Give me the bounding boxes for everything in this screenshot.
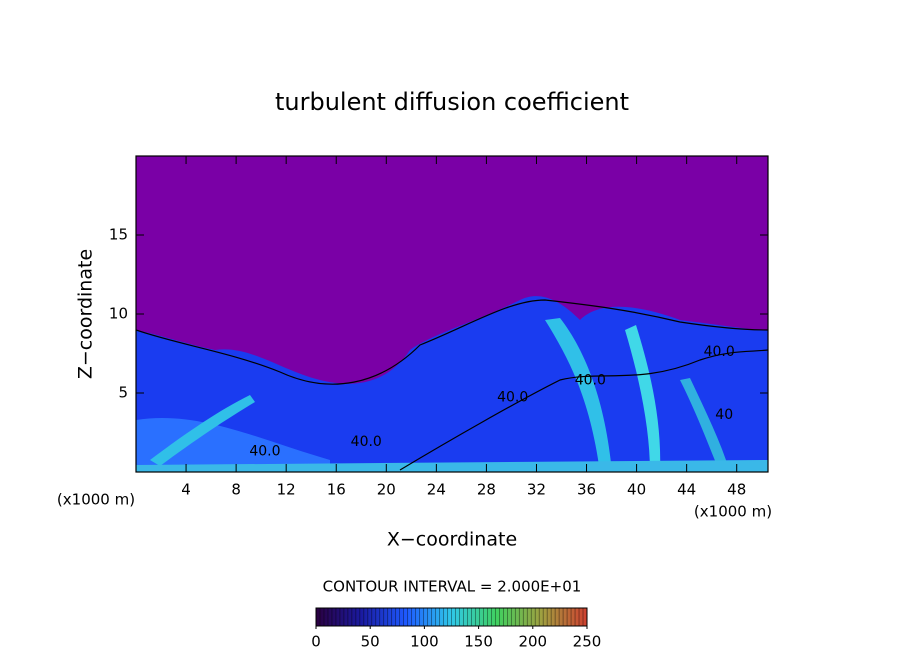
colorbar-tick-label: 250 xyxy=(573,633,602,651)
x-axis-label: X−coordinate xyxy=(387,529,517,551)
contour-label: 40.0 xyxy=(704,344,735,360)
colorbar-tick-label: 50 xyxy=(361,633,380,651)
x-tick-label: 36 xyxy=(577,481,596,499)
colorbar-tick-label: 100 xyxy=(410,633,439,651)
x-tick-label: 12 xyxy=(277,481,296,499)
contour-line xyxy=(136,299,768,385)
turbulent-region xyxy=(136,296,768,472)
streak xyxy=(625,325,661,472)
y-tick-label: 5 xyxy=(118,384,128,402)
chart-title: turbulent diffusion coefficient xyxy=(275,88,629,116)
streak xyxy=(545,318,612,472)
x-tick-label: 4 xyxy=(181,481,191,499)
streak xyxy=(150,395,255,466)
x-tick-label: 28 xyxy=(477,481,496,499)
field xyxy=(136,156,768,472)
x-tick-label: 48 xyxy=(727,481,746,499)
x-tick-label: 32 xyxy=(527,481,546,499)
contour-line xyxy=(399,349,768,471)
streak xyxy=(136,460,768,472)
x-unit-label: (x1000 m) xyxy=(57,491,135,509)
x-tick-label: 24 xyxy=(427,481,446,499)
y-tick-label: 10 xyxy=(109,305,128,323)
turbulent-region xyxy=(136,418,330,472)
contour-label: 40.0 xyxy=(575,372,606,388)
x-tick-label: 20 xyxy=(377,481,396,499)
colorbar-tick-label: 200 xyxy=(518,633,547,651)
x-unit-label: (x1000 m) xyxy=(694,503,772,521)
contour-label: 40 xyxy=(715,407,733,423)
contour-label: 40.0 xyxy=(351,434,382,450)
colorbar-tick-label: 150 xyxy=(464,633,493,651)
streak xyxy=(680,378,730,472)
y-tick-label: 15 xyxy=(109,226,128,244)
contour-interval: CONTOUR INTERVAL = 2.000E+01 xyxy=(323,578,582,596)
x-tick-label: 8 xyxy=(231,481,241,499)
x-tick-label: 40 xyxy=(627,481,646,499)
colorbar-tick-label: 0 xyxy=(311,633,321,651)
y-axis-label: Z−coordinate xyxy=(75,249,97,379)
x-tick-label: 16 xyxy=(327,481,346,499)
x-tick-label: 44 xyxy=(677,481,696,499)
contour-label: 40.0 xyxy=(497,390,528,406)
contour-label: 40.0 xyxy=(249,443,280,459)
